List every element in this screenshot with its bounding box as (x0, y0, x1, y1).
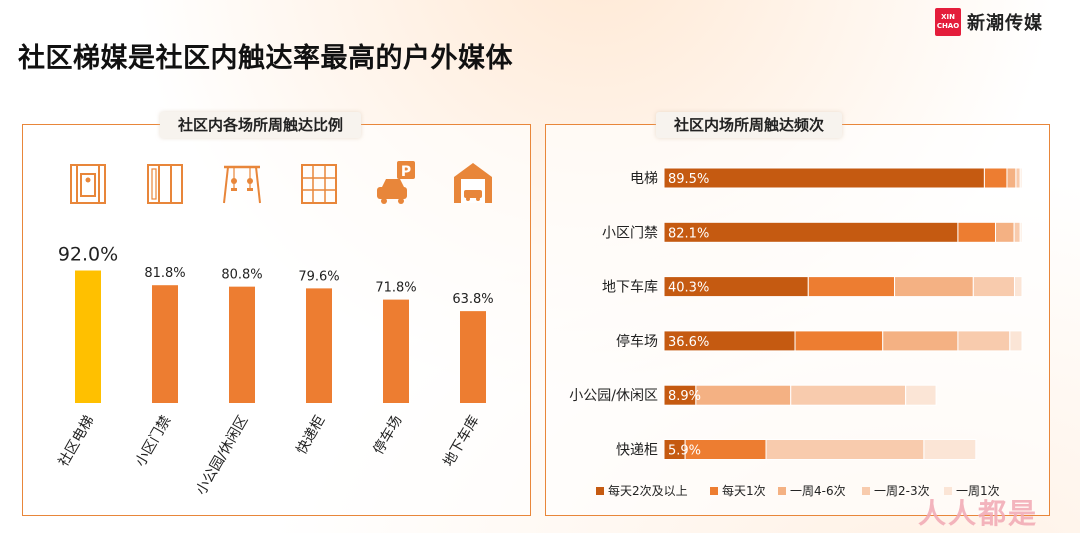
bar-segment (807, 276, 896, 298)
bar-5 (383, 299, 409, 403)
bar-value-label: 71.8% (375, 281, 416, 296)
legend-swatch (596, 487, 604, 495)
bar-segment (663, 167, 985, 189)
category-label: 地下车库 (440, 413, 483, 470)
bar-value-label: 36.6% (668, 335, 709, 350)
brand: XIN CHAO 新潮传媒 (935, 6, 1043, 38)
bar-segment (1013, 221, 1021, 243)
bar-segment (1019, 221, 1023, 243)
bar-segment (972, 276, 1015, 298)
bar-value-label: 63.8% (452, 292, 493, 307)
bar-segment (905, 384, 937, 406)
reach-ratio-title: 社区内各场所周触达比例 (160, 112, 362, 138)
locker-icon (301, 164, 337, 204)
category-label: 小公园/休闲区 (193, 413, 251, 498)
bar-segment (923, 439, 977, 460)
bar-2 (152, 285, 178, 403)
bar-segment (1006, 167, 1017, 189)
bar-value-label: 81.8% (144, 266, 185, 281)
bar-segment (695, 384, 792, 406)
category-label: 电梯 (630, 171, 658, 187)
category-label: 小公园/休闲区 (569, 388, 658, 404)
legend-item: 一周1次 (956, 484, 1000, 498)
bar-value-label: 92.0% (58, 244, 118, 266)
bar-segment (957, 221, 997, 243)
bar-4 (306, 288, 332, 403)
legend-swatch (862, 487, 870, 495)
bar-value-label: 89.5% (668, 172, 709, 187)
reach-ratio-chart: P 92.0% 社区电梯 81.8% 小区门禁 80.8% 小公园/休闲区 79.6% 快递柜 7… (56, 161, 494, 498)
bar-1 (75, 270, 101, 403)
bar-value-label: 40.3% (668, 281, 709, 296)
watermark: 人人都是 (918, 497, 1039, 530)
legend-item: 每天2次及以上 (608, 483, 688, 498)
bar-value-label: 79.6% (298, 269, 339, 284)
legend-swatch (778, 487, 786, 495)
gate-icon (147, 164, 183, 204)
bar-segment (995, 221, 1015, 243)
elevator-icon (70, 164, 106, 204)
bar-3 (229, 286, 255, 403)
brand-logo: XIN CHAO (935, 8, 961, 36)
category-label: 地下车库 (602, 279, 658, 296)
category-label: 小区门禁 (602, 225, 658, 241)
brand-logo-line1: XIN (941, 13, 955, 21)
bar-segment (794, 330, 884, 352)
parking-icon: P (377, 161, 415, 204)
frequency-panel: 社区内场所周触达频次 电梯 89.5% 小区门禁 82.1% 地下车库 40.3% 停车场 3… (545, 112, 1050, 516)
bar-segment (957, 330, 1011, 352)
bar-value-label: 80.8% (221, 268, 262, 283)
legend-item: 一周4-6次 (790, 484, 846, 498)
bar-value-label: 82.1% (668, 226, 709, 241)
category-label: 小区门禁 (133, 413, 175, 469)
brand-logo-line2: CHAO (936, 22, 960, 30)
category-label: 快递柜 (294, 413, 329, 457)
page-title: 社区梯媒是社区内触达率最高的户外媒体 (18, 43, 513, 74)
legend-swatch (710, 487, 718, 495)
bar-segment (983, 167, 1008, 189)
reach-ratio-panel: 社区内各场所周触达比例 P 92.0% 社区电梯 81.8% 小区门禁 80.8% 小公园/… (22, 112, 531, 516)
svg-text:P: P (401, 164, 411, 180)
bar-segment (1009, 330, 1023, 352)
bar-value-label: 5.9% (668, 444, 701, 459)
garage-icon (454, 163, 492, 203)
bar-6 (460, 311, 486, 403)
frequency-title: 社区内场所周触达频次 (656, 112, 843, 138)
bar-segment (1015, 167, 1021, 189)
bar-value-label: 8.9% (668, 389, 701, 404)
bar-segment (790, 384, 907, 406)
bar-segment (1019, 167, 1023, 189)
bar-segment (882, 330, 959, 352)
category-label: 停车场 (616, 333, 658, 350)
bar-segment (765, 439, 925, 460)
bar-segment (894, 276, 974, 298)
playground-icon (223, 165, 261, 204)
frequency-chart: 电梯 89.5% 小区门禁 82.1% 地下车库 40.3% 停车场 36.6% 小公园/休闲区… (569, 167, 1023, 498)
category-label: 社区电梯 (56, 413, 98, 469)
legend-swatch (944, 487, 952, 495)
category-label: 快递柜 (616, 443, 658, 459)
brand-name: 新潮传媒 (967, 13, 1043, 34)
legend-item: 每天1次 (722, 483, 766, 498)
bar-segment (1013, 276, 1023, 298)
category-label: 停车场 (370, 413, 406, 458)
legend-item: 一周2-3次 (874, 484, 930, 498)
